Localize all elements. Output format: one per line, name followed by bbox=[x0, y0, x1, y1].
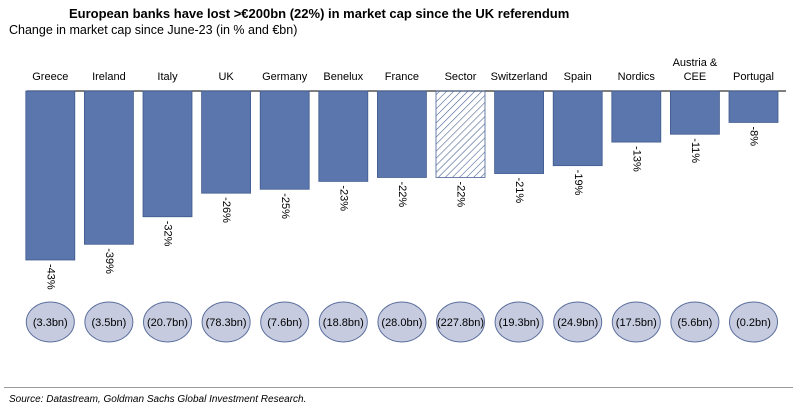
market-cap-label-uk: (78.3bn) bbox=[206, 317, 247, 329]
bar-sector bbox=[435, 90, 486, 178]
category-label-germany: Germany bbox=[262, 71, 308, 83]
category-label-benelux: Benelux bbox=[323, 71, 363, 83]
category-label-spain: Spain bbox=[564, 71, 592, 83]
market-cap-label-greece: (3.3bn) bbox=[33, 317, 68, 329]
category-label-france: France bbox=[385, 71, 419, 83]
value-label-france: -22% bbox=[396, 181, 408, 207]
market-cap-bubble-benelux bbox=[318, 301, 368, 343]
bar-portugal bbox=[728, 90, 779, 123]
category-label-sector: Sector bbox=[445, 71, 477, 83]
bar-spain bbox=[552, 90, 603, 167]
market-cap-bubble-switzerland bbox=[494, 301, 544, 343]
category-label-switzerland: Switzerland bbox=[491, 71, 548, 83]
value-label-italy: -32% bbox=[162, 221, 174, 247]
market-cap-label-france: (28.0bn) bbox=[381, 317, 422, 329]
bar-nordics bbox=[611, 90, 662, 143]
market-cap-bubble-france bbox=[377, 301, 427, 343]
market-cap-label-sector: (227.8bn) bbox=[437, 317, 484, 329]
bars-layer: Greece -43% (3.3bn) Ireland -39% (3.5bn) Italy… bbox=[25, 57, 786, 343]
bar-ireland bbox=[84, 90, 134, 245]
category-label-ireland: Ireland bbox=[92, 71, 126, 83]
value-label-germany: -25% bbox=[279, 193, 291, 219]
value-label-uk: -26% bbox=[220, 197, 232, 223]
value-label-benelux: -23% bbox=[337, 185, 349, 211]
category-label-portugal: Portugal bbox=[733, 71, 774, 83]
market-cap-bubble-uk bbox=[201, 301, 251, 343]
bar-austria-cee bbox=[670, 90, 720, 135]
market-cap-label-germany: (7.6bn) bbox=[267, 317, 302, 329]
market-cap-bubble-italy bbox=[143, 301, 192, 343]
market-cap-bubble-nordics bbox=[611, 301, 661, 343]
category-label-austria-cee-line-2: CEE bbox=[684, 71, 707, 83]
bar-germany bbox=[259, 90, 310, 190]
source-note: Source: Datastream, Goldman Sachs Global… bbox=[9, 394, 307, 405]
bottom-divider bbox=[4, 387, 793, 388]
market-cap-label-benelux: (18.8bn) bbox=[323, 317, 364, 329]
market-cap-label-nordics: (17.5bn) bbox=[616, 317, 657, 329]
bar-switzerland bbox=[494, 90, 545, 174]
category-label-austria-cee-line-1: Austria & bbox=[673, 57, 718, 69]
market-cap-label-spain: (24.9bn) bbox=[557, 317, 598, 329]
value-label-spain: -19% bbox=[572, 170, 584, 196]
category-label-greece: Greece bbox=[32, 71, 68, 83]
market-cap-bubble-ireland bbox=[84, 301, 134, 343]
value-label-sector: -22% bbox=[455, 181, 467, 207]
bar-uk bbox=[201, 90, 252, 194]
market-cap-bubble-sector bbox=[436, 301, 485, 343]
chart-title: European banks have lost >€200bn (22%) i… bbox=[69, 6, 570, 21]
market-cap-label-portugal: (0.2bn) bbox=[736, 317, 771, 329]
category-label-nordics: Nordics bbox=[618, 71, 656, 83]
category-label-uk: UK bbox=[218, 71, 234, 83]
bar-greece bbox=[25, 90, 76, 261]
value-label-nordics: -13% bbox=[630, 146, 642, 172]
market-cap-label-austria-cee: (5.6bn) bbox=[677, 317, 712, 329]
category-label-italy: Italy bbox=[157, 71, 178, 83]
market-cap-bubble-portugal bbox=[729, 301, 778, 343]
market-cap-label-italy: (20.7bn) bbox=[147, 317, 188, 329]
market-cap-bubble-germany bbox=[260, 301, 310, 343]
bar-france bbox=[376, 90, 427, 178]
chart-subtitle: Change in market cap since June-23 (in %… bbox=[9, 23, 298, 37]
value-label-austria-cee: -11% bbox=[689, 138, 701, 163]
market-cap-bubble-austria-cee bbox=[670, 301, 720, 343]
value-label-ireland: -39% bbox=[103, 248, 115, 274]
market-cap-label-ireland: (3.5bn) bbox=[91, 317, 126, 329]
market-cap-label-switzerland: (19.3bn) bbox=[499, 317, 540, 329]
bar-benelux bbox=[318, 90, 369, 182]
bar-italy bbox=[142, 90, 193, 218]
value-label-greece: -43% bbox=[44, 264, 56, 290]
value-label-switzerland: -21% bbox=[513, 178, 525, 204]
market-cap-bubble-greece bbox=[25, 301, 75, 343]
market-cap-bubble-spain bbox=[553, 301, 603, 343]
value-label-portugal: -8% bbox=[748, 126, 760, 146]
